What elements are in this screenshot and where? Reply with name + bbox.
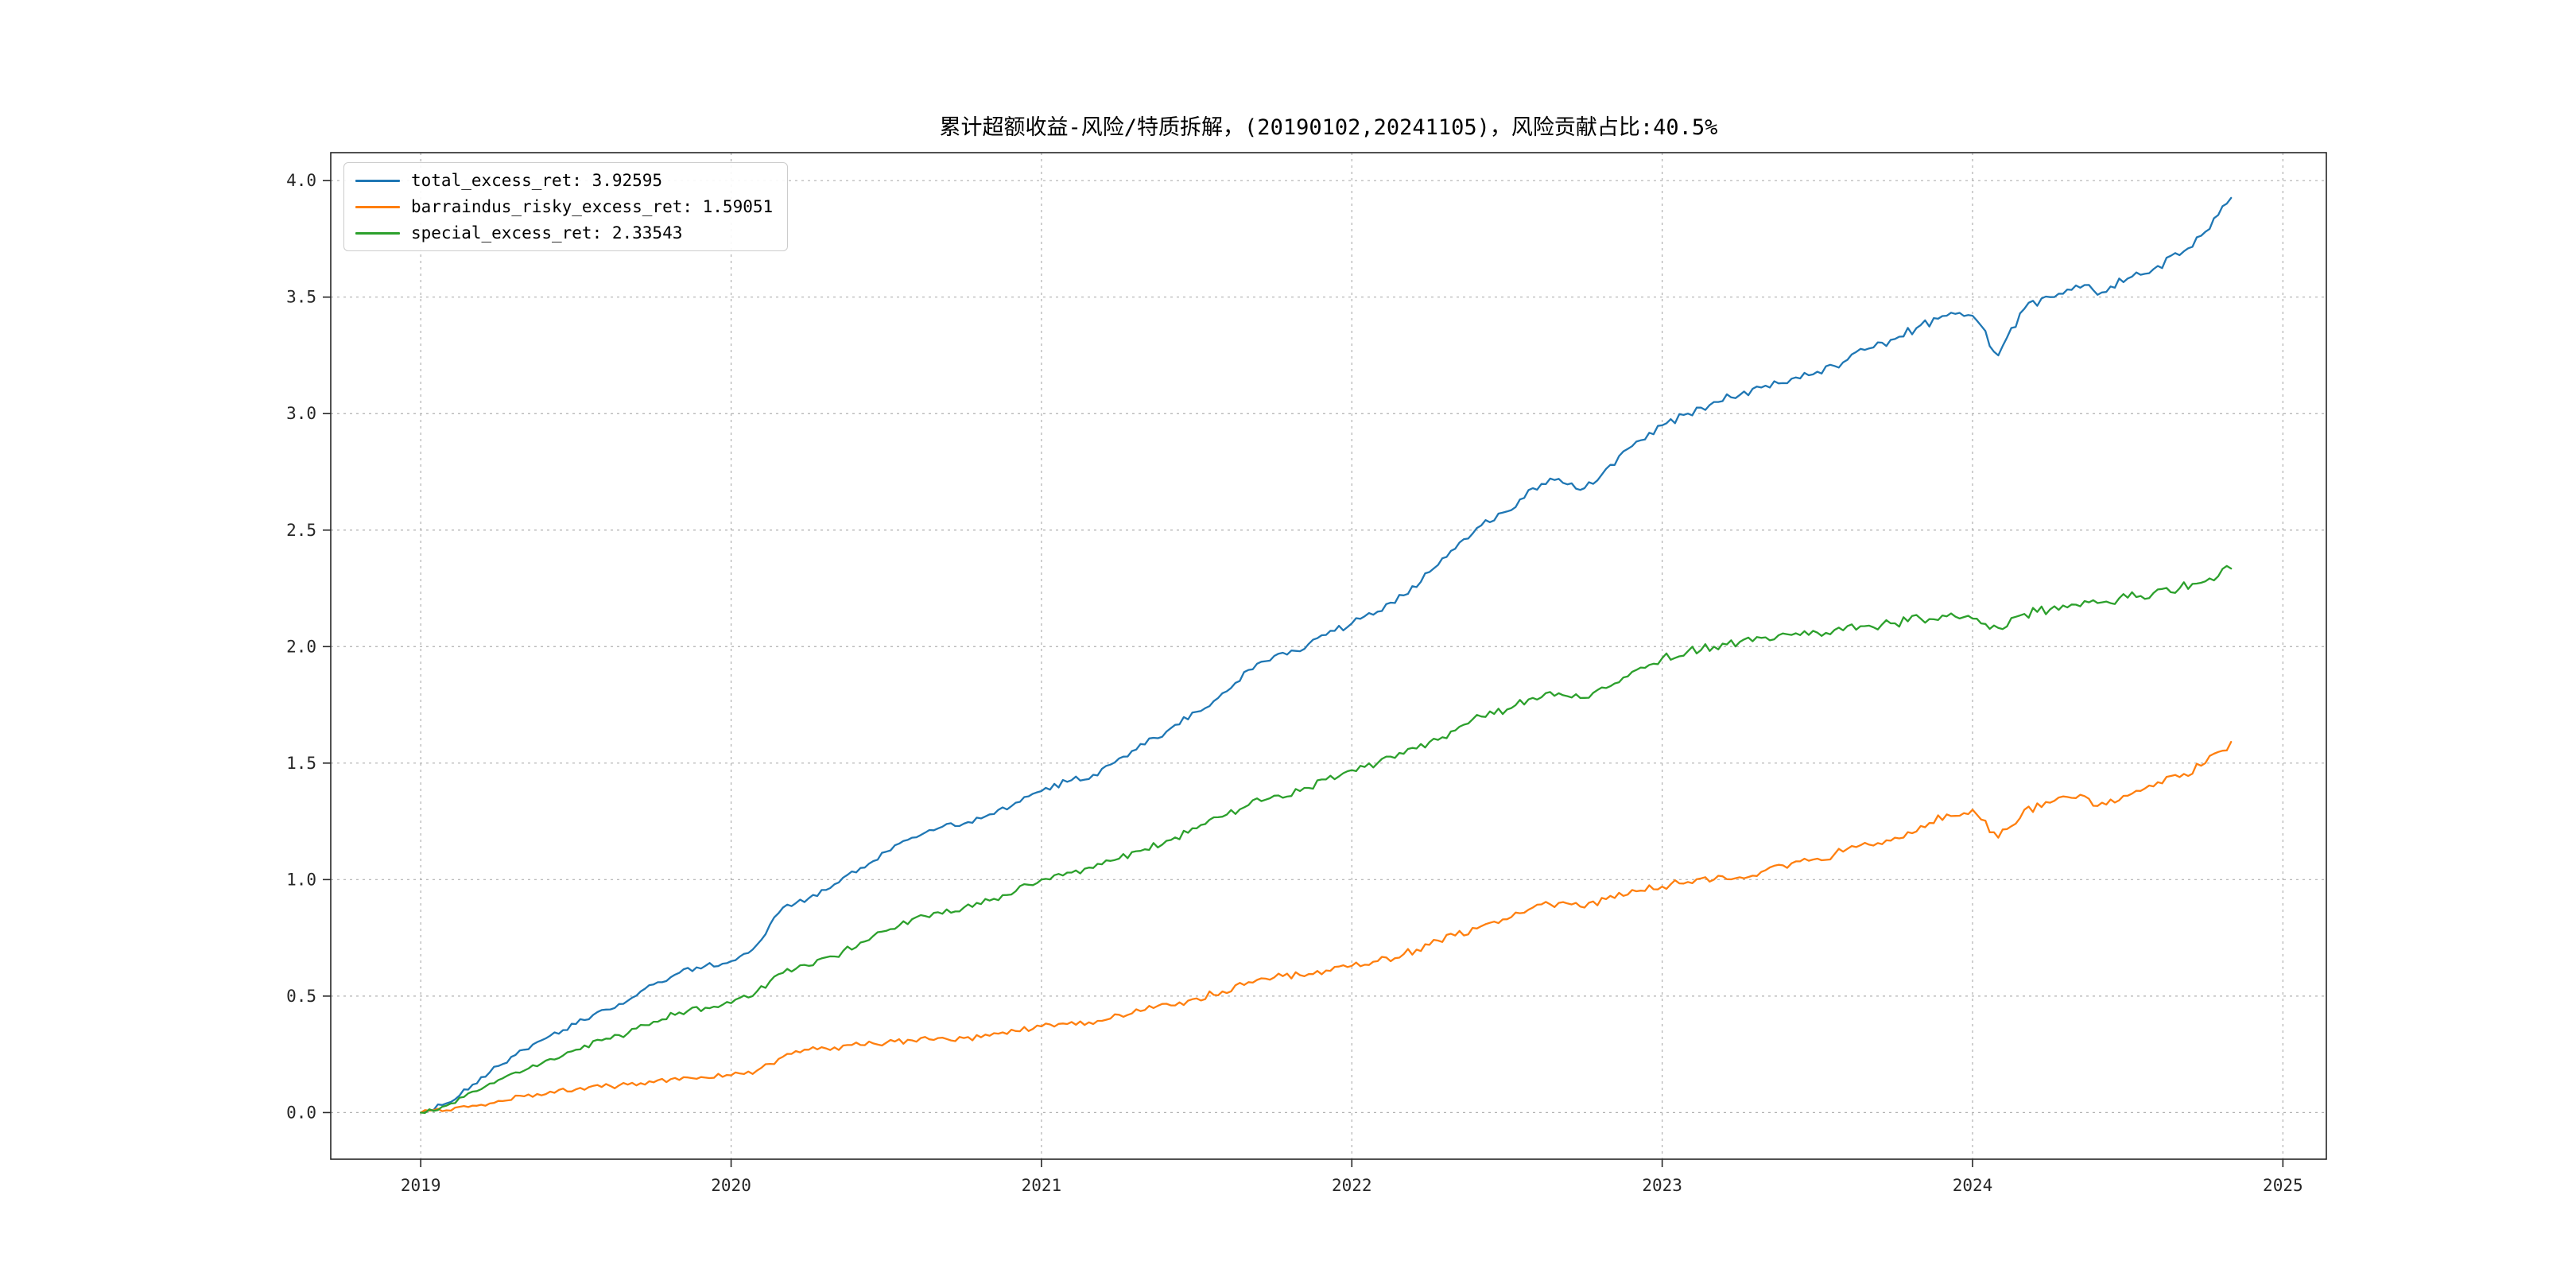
plot-area: 2019 2020 2021 2022 2023 2024 2025 0.0 0.5 1.0 1.5…: [286, 152, 2327, 1195]
chart-title: 累计超额收益-风险/特质拆解，(20190102,20241105)，风险贡献占…: [939, 115, 1718, 140]
y-tick-label: 3.5: [286, 288, 316, 307]
y-tick-label: 3.0: [286, 404, 316, 423]
legend-item-barraindus-risky: barraindus_risky_excess_ret: 1.59051: [355, 197, 773, 216]
x-tick-label: 2020: [711, 1176, 751, 1195]
x-tick-label: 2023: [1642, 1176, 1682, 1195]
y-tick-label: 2.5: [286, 521, 316, 540]
y-tick-label: 0.5: [286, 987, 316, 1006]
y-tick-label: 1.0: [286, 870, 316, 889]
y-tick-label: 0.0: [286, 1103, 316, 1122]
plot-border: [330, 152, 2327, 1160]
y-tick-label: 2.0: [286, 637, 316, 656]
legend-label-special: special_excess_ret: 2.33543: [411, 223, 683, 242]
y-tick-label: 4.0: [286, 171, 316, 190]
x-tick-label: 2025: [2263, 1176, 2303, 1195]
y-tick-label: 1.5: [286, 754, 316, 773]
legend-line-total-icon: [355, 179, 400, 182]
x-tick-label: 2019: [401, 1176, 441, 1195]
legend-item-total: total_excess_ret: 3.92595: [355, 171, 773, 190]
x-tick-label: 2024: [1953, 1176, 1993, 1195]
x-tick-label: 2022: [1332, 1176, 1372, 1195]
series-line-special_excess_ret: [420, 564, 2233, 1114]
x-tick-label: 2021: [1022, 1176, 1062, 1195]
legend-line-special-icon: [355, 231, 400, 235]
series-line-total_excess_ret: [420, 196, 2233, 1114]
legend-label-total: total_excess_ret: 3.92595: [411, 171, 663, 190]
legend: total_excess_ret: 3.92595 barraindus_ris…: [343, 162, 789, 251]
series-line-barraindus_risky_excess_ret: [420, 740, 2233, 1114]
legend-item-special: special_excess_ret: 2.33543: [355, 223, 773, 242]
legend-label-barraindus-risky: barraindus_risky_excess_ret: 1.59051: [411, 197, 774, 216]
legend-line-barraindus-risky-icon: [355, 205, 400, 208]
